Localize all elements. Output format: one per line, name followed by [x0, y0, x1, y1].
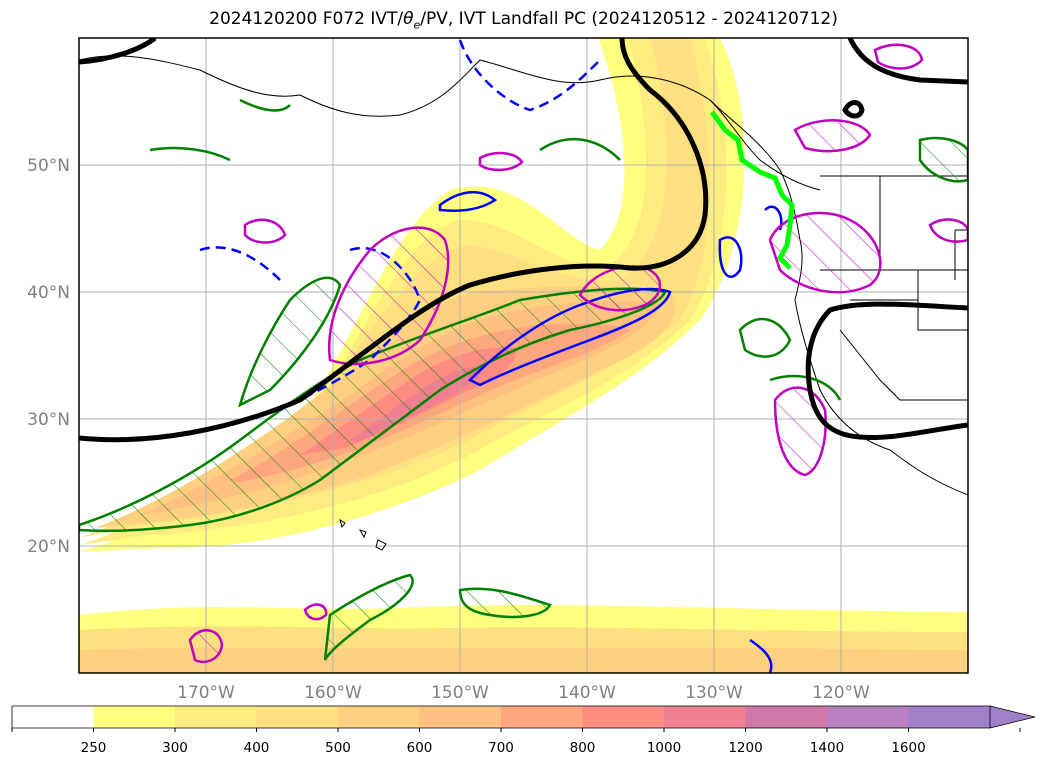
colorbar-segment: [256, 706, 339, 728]
colorbar-tick-label: 250: [81, 740, 107, 756]
colorbar-tick-label: 500: [325, 740, 351, 756]
black-contour-main: [79, 38, 709, 443]
black-contour-small: [842, 100, 865, 119]
title-prefix: 2024120200 F072 IVT/: [209, 9, 404, 29]
colorbar-tick-label: 1600: [891, 740, 925, 756]
magenta-contour-2: [578, 265, 662, 312]
magenta-contour-7: [243, 43, 968, 621]
lat-label: 40°N: [27, 283, 70, 303]
magenta-contour-6: [188, 629, 224, 664]
black-contours: [79, 38, 968, 443]
colorbar-segment: [827, 706, 909, 728]
alaska-coast: [79, 55, 821, 191]
colorbar-tick-label: 400: [244, 740, 270, 756]
bc-coast: [709, 99, 968, 496]
colorbar-tick-label: 300: [162, 740, 188, 756]
black-contour-se: [805, 301, 968, 441]
colorbar-segment: [501, 706, 583, 728]
lat-label: 30°N: [27, 410, 70, 430]
green-contour-coast: [738, 318, 842, 401]
black-contour-nw: [79, 38, 157, 65]
blue-contour-n: [438, 190, 498, 212]
colorbar-segment: [175, 706, 257, 728]
colorbar-segment: [12, 706, 94, 728]
green-contour-s2: [458, 587, 552, 619]
lat-label: 50°N: [27, 156, 70, 176]
colorbar-tick-label: 1200: [728, 740, 762, 756]
green-contour-ne: [918, 136, 968, 183]
blue-contour-main: [467, 287, 672, 387]
magenta-contour-5: [793, 119, 872, 153]
colorbar: 250 300 400 500 600 700 800 1000 1200 1400 1600: [11, 705, 1036, 756]
map-plot-area: [79, 38, 968, 673]
colorbar-segment: [908, 706, 991, 728]
colorbar-segment: [745, 706, 828, 728]
colorbar-tick-label: 600: [407, 740, 433, 756]
colorbar-segment: [664, 706, 746, 728]
magenta-contour-1: [328, 226, 450, 366]
colorbar-segment: [582, 706, 665, 728]
state-borders: [820, 176, 968, 401]
ivt-landfall-line: [709, 110, 795, 270]
lon-label: 130°W: [685, 683, 743, 703]
colorbar-segment: [338, 706, 420, 728]
blue-contour-s: [749, 638, 773, 673]
lon-label: 150°W: [431, 683, 489, 703]
green-contour-nw: [149, 98, 621, 162]
theta-subscript: e: [413, 18, 421, 32]
lat-label: 20°N: [27, 537, 70, 557]
colorbar-extend-arrow: [989, 705, 1036, 729]
hawaii: [339, 518, 387, 551]
lon-label: 120°W: [812, 683, 870, 703]
colorbar-segment: [93, 706, 176, 728]
black-contour-ne: [847, 38, 968, 85]
lon-label: 160°W: [304, 683, 362, 703]
green-contour-w: [238, 276, 342, 408]
theta-symbol: θ: [403, 9, 414, 29]
colorbar-tick-label: 700: [488, 740, 514, 756]
colorbar-segment: [419, 706, 502, 728]
longitude-labels: 170°W 160°W 150°W 140°W 130°W 120°W: [177, 683, 870, 703]
magenta-contour-3: [768, 211, 882, 294]
colorbar-tick-label: 1000: [647, 740, 681, 756]
map-frame: [78, 37, 969, 674]
latitude-labels: 50°N 40°N 30°N 20°N: [27, 156, 70, 557]
ivt-band-south-core: [79, 647, 968, 673]
title-suffix: /PV, IVT Landfall PC (2024120512 - 20241…: [420, 9, 838, 29]
colorbar-tick-label: 800: [570, 740, 596, 756]
green-contours: [79, 98, 968, 661]
coastlines: [79, 55, 968, 551]
map-title: 2024120200 F072 IVT/θe/PV, IVT Landfall …: [0, 9, 1047, 31]
magenta-contours: [188, 43, 968, 664]
lon-label: 140°W: [558, 683, 616, 703]
colorbar-tick-label: 1400: [810, 740, 844, 756]
green-contour-s: [323, 573, 414, 661]
lon-label: 170°W: [177, 683, 235, 703]
